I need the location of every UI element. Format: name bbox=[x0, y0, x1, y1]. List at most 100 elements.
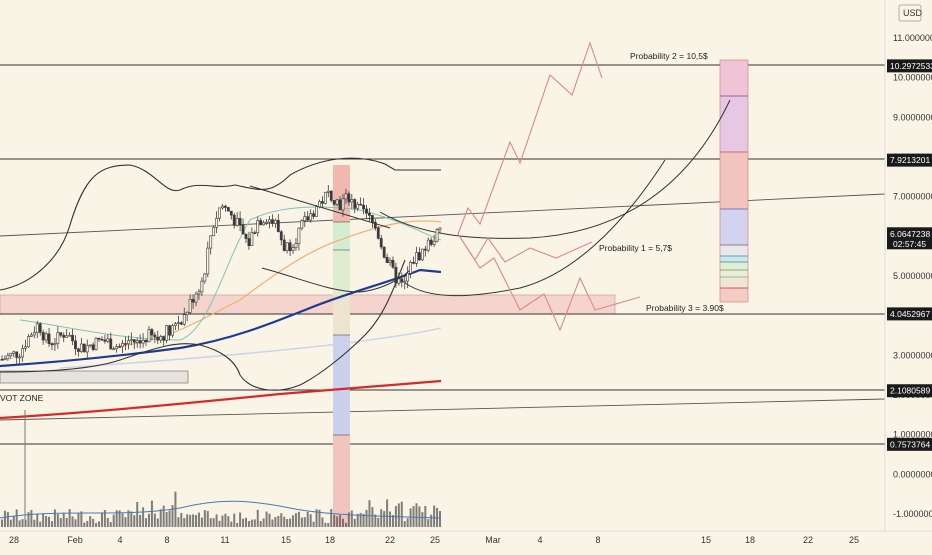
x-tick-label: 4 bbox=[117, 535, 122, 545]
candle-body bbox=[426, 239, 430, 251]
candle-body bbox=[47, 333, 51, 344]
candle-body bbox=[15, 351, 19, 358]
volume-bar bbox=[109, 522, 112, 527]
band-upper bbox=[0, 157, 441, 291]
volume-bar bbox=[262, 518, 265, 527]
volume-bar bbox=[415, 503, 418, 527]
candle-body bbox=[429, 239, 433, 245]
price-tag-bg bbox=[887, 59, 932, 73]
volume-bar bbox=[92, 518, 95, 527]
currency-badge[interactable] bbox=[898, 4, 922, 22]
candle-body bbox=[303, 216, 307, 222]
candle-body bbox=[315, 206, 318, 217]
wedge-top bbox=[249, 185, 391, 229]
volume-bar bbox=[409, 508, 412, 527]
band-lower bbox=[0, 259, 406, 391]
volume-bar bbox=[289, 518, 292, 527]
volume-bar bbox=[324, 522, 327, 527]
volume-bar bbox=[3, 510, 6, 527]
volume-bar bbox=[100, 512, 103, 527]
candle-body bbox=[276, 219, 280, 233]
candle-body bbox=[27, 336, 30, 348]
volume-bar bbox=[89, 516, 92, 527]
volume-bar bbox=[430, 514, 433, 527]
candle-body bbox=[121, 343, 124, 347]
candle-body bbox=[376, 227, 380, 239]
projection-path-2 bbox=[457, 41, 603, 235]
volume-bar bbox=[374, 514, 377, 527]
volume-bar bbox=[292, 515, 295, 527]
candle-body bbox=[265, 221, 268, 224]
candle-body bbox=[344, 193, 348, 200]
candle-body bbox=[124, 343, 127, 345]
candle-body bbox=[127, 340, 130, 345]
candle-body bbox=[350, 199, 354, 203]
volume-bar bbox=[233, 513, 236, 527]
y-tick-label: 3.0000000 bbox=[893, 350, 932, 360]
volume-bar bbox=[68, 509, 71, 527]
volume-bar bbox=[45, 516, 48, 527]
x-tick-label: 8 bbox=[164, 535, 169, 545]
volume-bar bbox=[383, 511, 386, 527]
volume-bar bbox=[95, 522, 98, 527]
candle-body bbox=[247, 238, 251, 246]
candle-body bbox=[77, 348, 80, 352]
annotation-probability-3: Probability 3 = 3.90$ bbox=[646, 303, 724, 313]
volume-bar bbox=[309, 514, 312, 527]
candle-body bbox=[74, 340, 77, 350]
candle-body bbox=[338, 199, 342, 211]
volume-bar bbox=[183, 518, 186, 527]
candle-body bbox=[41, 332, 45, 341]
volume-bar bbox=[380, 509, 383, 527]
candle-body bbox=[221, 205, 224, 209]
volume-bar bbox=[230, 521, 233, 527]
x-tick-label: 25 bbox=[430, 535, 440, 545]
x-tick-label: 15 bbox=[701, 535, 711, 545]
volume-bar bbox=[318, 509, 321, 527]
candle-body bbox=[288, 242, 292, 251]
volume-bar bbox=[112, 514, 115, 527]
volume-bar bbox=[83, 522, 86, 527]
price-tag-label: 7.9213201 bbox=[890, 155, 930, 165]
volume-bar bbox=[42, 513, 45, 527]
candle-body bbox=[285, 242, 289, 251]
candle-body bbox=[418, 252, 421, 261]
candle-body bbox=[71, 334, 74, 342]
volume-bar bbox=[242, 518, 245, 527]
x-tick-label: 22 bbox=[803, 535, 813, 545]
candle-body bbox=[279, 231, 283, 241]
candle-body bbox=[138, 340, 142, 344]
volume-bar bbox=[280, 513, 283, 527]
volume-bar bbox=[330, 509, 333, 527]
volume-bar bbox=[115, 510, 118, 527]
trendline-lower bbox=[0, 398, 886, 421]
fib-target-bar bbox=[719, 59, 749, 303]
volume-bar bbox=[171, 505, 174, 527]
volume-bar bbox=[221, 515, 224, 527]
candle-body bbox=[135, 340, 139, 343]
candle-body bbox=[368, 212, 371, 216]
volume-bar bbox=[153, 513, 156, 527]
volume-bar bbox=[103, 509, 106, 527]
volume-bar bbox=[98, 521, 101, 527]
candle-body bbox=[241, 224, 245, 235]
candle-body bbox=[282, 239, 286, 251]
candle-body bbox=[153, 334, 157, 338]
candle-body bbox=[215, 217, 218, 228]
volume-bar bbox=[336, 516, 339, 527]
volume-bar bbox=[192, 514, 195, 527]
candle-body bbox=[141, 339, 145, 344]
candle-body bbox=[65, 335, 69, 338]
volume-bar bbox=[389, 511, 392, 527]
candle-body bbox=[194, 293, 198, 303]
candle-body bbox=[200, 280, 204, 293]
sma-100-blue bbox=[0, 268, 442, 368]
volume-bar bbox=[256, 509, 259, 527]
volume-bar bbox=[306, 511, 309, 527]
volume-bar bbox=[356, 513, 359, 527]
candle-body bbox=[262, 222, 266, 226]
x-tick-label: 18 bbox=[745, 535, 755, 545]
volume-bar bbox=[33, 519, 36, 527]
candle-body bbox=[365, 208, 368, 214]
